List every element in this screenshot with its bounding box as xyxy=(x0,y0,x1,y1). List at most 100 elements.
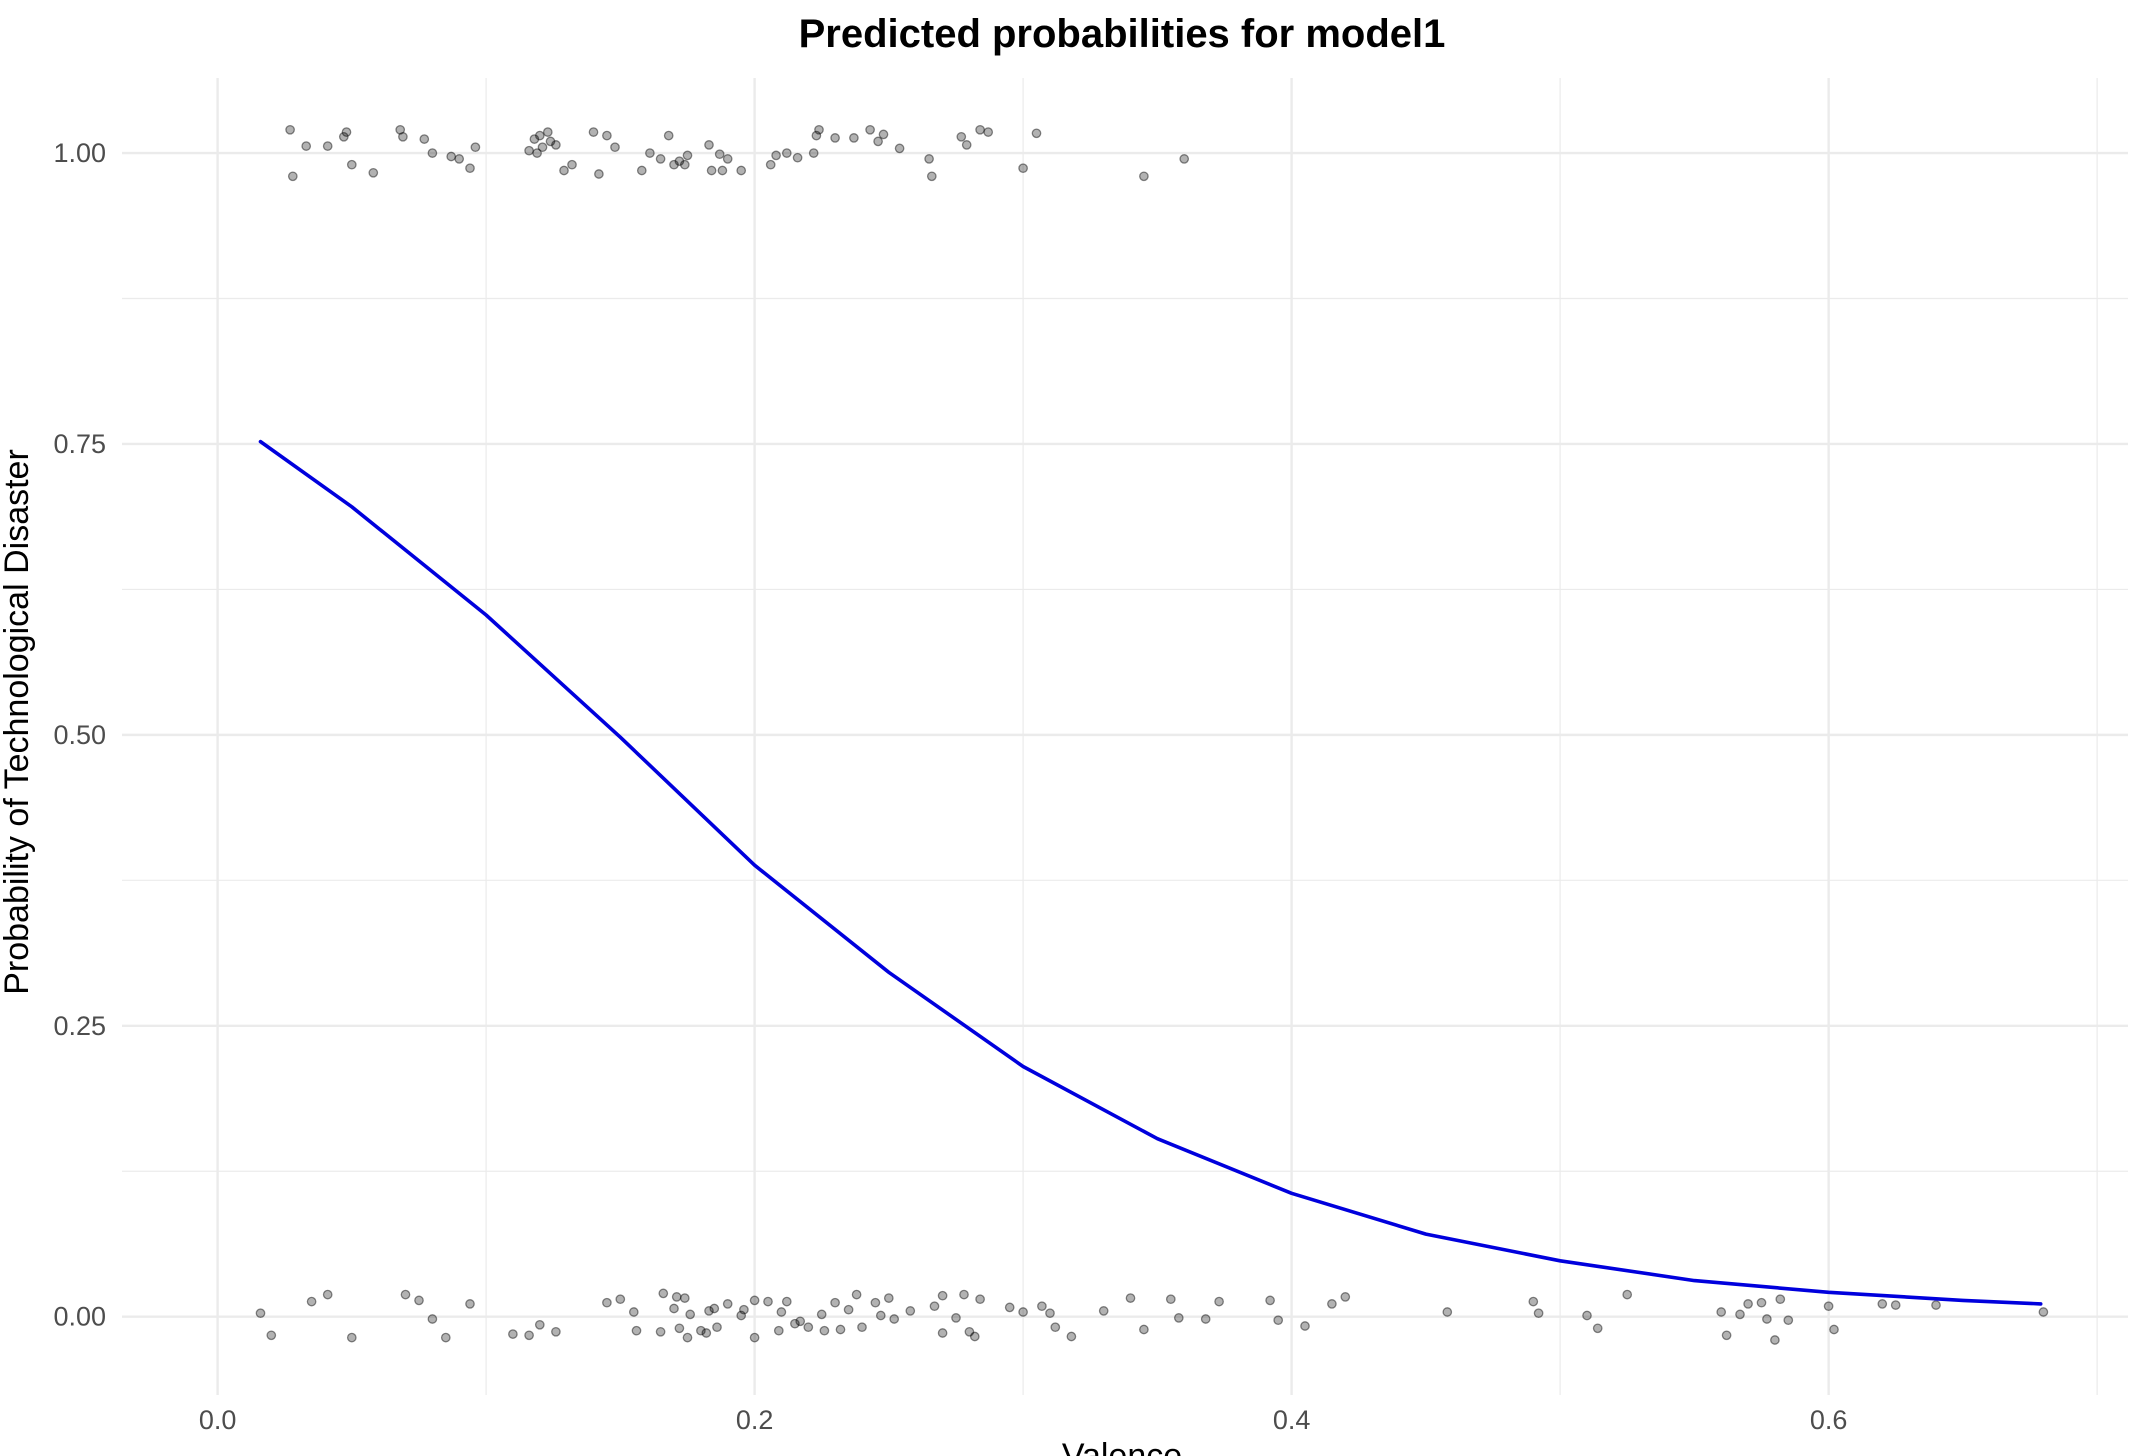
y-tick-label-1: 0.25 xyxy=(53,1011,106,1041)
data-point-105 xyxy=(776,1307,787,1317)
data-point-91 xyxy=(682,1332,693,1343)
data-point-152 xyxy=(1592,1323,1603,1334)
data-point-95 xyxy=(704,1306,714,1316)
data-point-146 xyxy=(1327,1299,1337,1309)
data-point-3 xyxy=(322,141,333,151)
data-point-107 xyxy=(790,1318,800,1329)
data-point-129 xyxy=(975,1294,985,1305)
data-point-70 xyxy=(322,1289,333,1300)
data-point-45 xyxy=(771,150,781,161)
data-point-111 xyxy=(819,1325,830,1336)
data-point-85 xyxy=(655,1326,666,1337)
data-points xyxy=(255,124,2049,1345)
data-point-7 xyxy=(368,167,379,178)
data-point-44 xyxy=(765,159,776,170)
data-point-29 xyxy=(610,142,620,153)
data-point-72 xyxy=(400,1289,411,1300)
data-point-142 xyxy=(1214,1296,1224,1307)
data-point-123 xyxy=(937,1290,948,1301)
data-point-117 xyxy=(870,1297,881,1308)
data-point-143 xyxy=(1265,1295,1275,1306)
data-point-31 xyxy=(645,148,655,158)
data-point-32 xyxy=(655,154,666,164)
data-point-134 xyxy=(1050,1322,1061,1333)
data-point-53 xyxy=(865,124,875,135)
data-point-149 xyxy=(1528,1296,1539,1307)
data-point-136 xyxy=(1098,1306,1109,1316)
data-point-83 xyxy=(628,1307,639,1317)
x-tick-label-0: 0.0 xyxy=(199,1405,237,1435)
data-point-154 xyxy=(1716,1307,1727,1317)
data-point-81 xyxy=(602,1297,612,1308)
y-axis-label: Probability of Technological Disaster xyxy=(0,449,36,995)
data-point-28 xyxy=(602,130,612,141)
y-tick-label-0: 0.00 xyxy=(53,1302,106,1332)
data-point-42 xyxy=(722,154,733,164)
data-point-116 xyxy=(857,1322,867,1333)
data-point-78 xyxy=(524,1330,534,1341)
data-point-109 xyxy=(803,1322,814,1333)
data-point-80 xyxy=(551,1326,561,1337)
data-point-97 xyxy=(712,1322,722,1333)
data-point-110 xyxy=(816,1309,827,1320)
data-point-137 xyxy=(1125,1293,1136,1303)
data-point-43 xyxy=(736,165,747,176)
data-point-167 xyxy=(1931,1300,1941,1310)
data-point-89 xyxy=(674,1323,685,1334)
data-point-2 xyxy=(301,141,312,151)
data-point-163 xyxy=(1823,1301,1834,1312)
data-point-139 xyxy=(1165,1294,1176,1305)
data-point-126 xyxy=(959,1289,969,1300)
data-point-9 xyxy=(398,131,408,142)
y-tick-label-2: 0.50 xyxy=(53,720,106,750)
data-point-168 xyxy=(2038,1307,2049,1317)
data-point-100 xyxy=(739,1304,749,1315)
data-point-162 xyxy=(1783,1315,1794,1326)
data-point-61 xyxy=(975,124,985,135)
data-point-86 xyxy=(658,1288,669,1299)
data-point-155 xyxy=(1721,1330,1732,1341)
data-point-138 xyxy=(1139,1324,1149,1335)
data-point-125 xyxy=(951,1313,961,1323)
data-point-127 xyxy=(964,1326,975,1337)
data-point-52 xyxy=(849,133,859,143)
x-tick-label-2: 0.4 xyxy=(1273,1405,1311,1435)
data-point-144 xyxy=(1273,1315,1284,1326)
data-point-22 xyxy=(545,136,556,147)
data-point-122 xyxy=(929,1301,940,1312)
data-point-132 xyxy=(1037,1301,1047,1312)
data-point-25 xyxy=(567,159,577,170)
data-point-104 xyxy=(773,1325,784,1336)
data-point-38 xyxy=(704,140,714,150)
data-point-84 xyxy=(631,1325,642,1336)
data-point-77 xyxy=(508,1329,518,1339)
data-point-27 xyxy=(594,169,604,179)
data-point-74 xyxy=(427,1314,438,1324)
x-axis-ticks: 0.0 0.2 0.4 0.6 xyxy=(199,1405,1848,1435)
data-point-153 xyxy=(1622,1289,1633,1300)
data-point-106 xyxy=(781,1296,792,1307)
data-point-113 xyxy=(835,1324,846,1335)
data-point-156 xyxy=(1735,1309,1745,1320)
data-point-69 xyxy=(306,1296,317,1307)
data-point-128 xyxy=(969,1331,980,1342)
data-point-119 xyxy=(883,1293,894,1303)
data-point-34 xyxy=(669,159,679,170)
data-point-26 xyxy=(588,127,599,137)
data-point-76 xyxy=(465,1299,475,1309)
data-point-140 xyxy=(1173,1313,1184,1323)
data-point-35 xyxy=(674,156,685,167)
major-gridlines xyxy=(122,78,2128,1395)
data-point-15 xyxy=(470,142,481,153)
data-point-94 xyxy=(701,1328,712,1338)
data-point-47 xyxy=(792,152,803,163)
data-point-73 xyxy=(414,1295,424,1306)
data-point-62 xyxy=(983,127,994,137)
data-point-4 xyxy=(338,131,349,142)
data-point-118 xyxy=(875,1310,886,1321)
data-point-60 xyxy=(961,140,972,150)
data-point-112 xyxy=(830,1297,840,1308)
data-point-6 xyxy=(346,159,357,170)
